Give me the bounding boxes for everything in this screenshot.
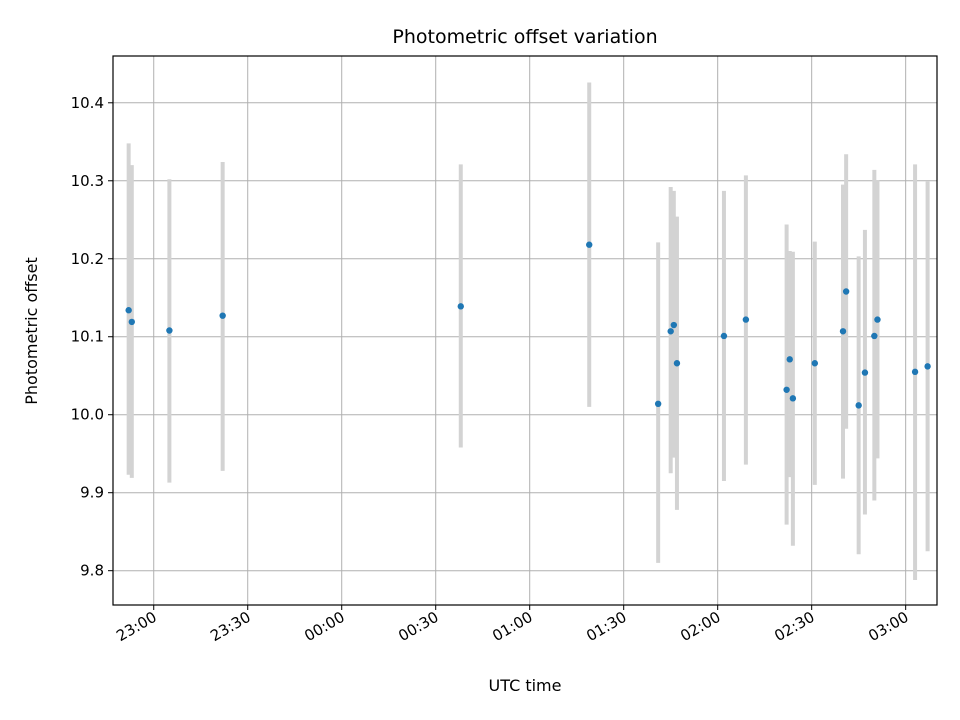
y-tick-label: 10.1 (71, 328, 104, 346)
data-point (811, 360, 819, 367)
data-point (742, 316, 750, 323)
x-axis-label: UTC time (489, 676, 562, 695)
data-point (855, 402, 862, 409)
data-point (654, 400, 662, 408)
data-point (839, 328, 847, 335)
grid (113, 56, 937, 605)
y-tick-label: 10.3 (71, 172, 104, 190)
data-point (457, 303, 464, 310)
data-point (871, 332, 878, 340)
data-point (166, 327, 173, 334)
y-axis-label: Photometric offset (22, 257, 41, 405)
data-point (789, 395, 797, 402)
data-point (586, 241, 593, 248)
data-point (720, 332, 728, 340)
data-points (125, 241, 931, 409)
y-tick-label: 10.2 (71, 250, 104, 268)
data-point (125, 307, 132, 314)
data-point (670, 321, 678, 329)
data-point (786, 356, 793, 363)
data-point (861, 369, 869, 376)
data-point (667, 328, 674, 335)
data-point (673, 360, 681, 367)
chart-title: Photometric offset variation (392, 26, 657, 48)
y-tick-label: 10.4 (71, 94, 104, 112)
data-point (924, 363, 931, 370)
data-point (783, 386, 790, 393)
y-tick-label: 9.8 (80, 562, 104, 580)
plot-frame (112, 55, 938, 606)
y-tick-label: 9.9 (80, 484, 104, 502)
data-point (911, 368, 919, 376)
data-point (842, 288, 850, 295)
data-point (219, 312, 226, 319)
y-tick-label: 10.0 (71, 406, 104, 424)
data-point (128, 318, 135, 326)
data-point (874, 316, 881, 323)
